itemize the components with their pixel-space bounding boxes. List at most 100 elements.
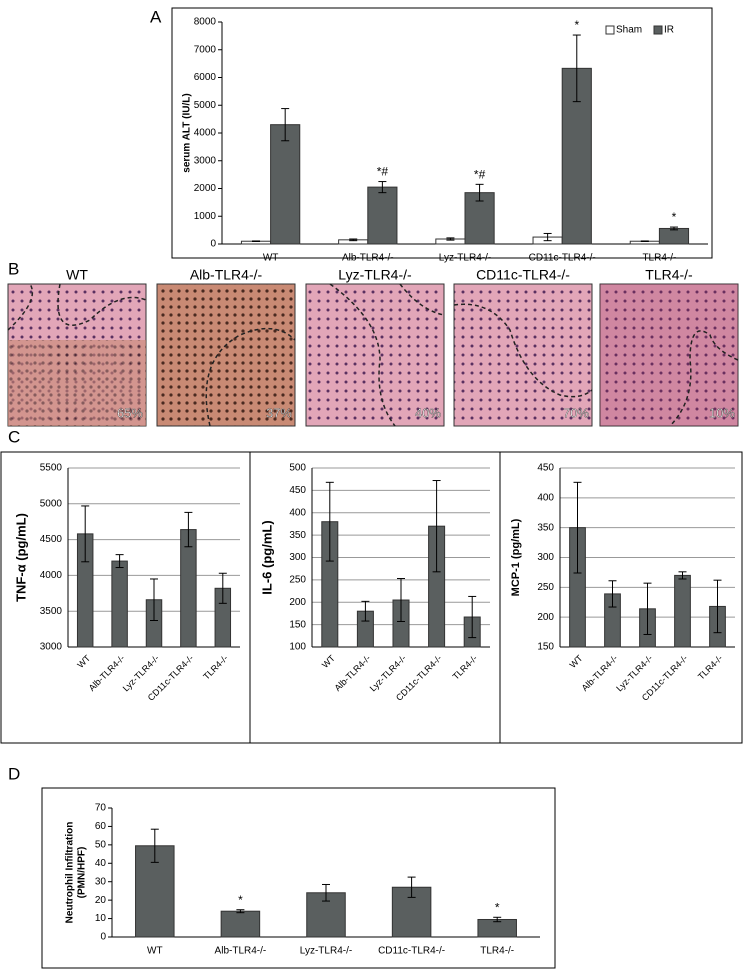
y-tick-label: 40	[95, 858, 107, 869]
y-axis-label: serum ALT (IU/L)	[182, 93, 193, 172]
y-tick-label: 50	[95, 839, 107, 850]
y-tick-label: 3500	[40, 606, 63, 617]
x-tick-label: TLR4-/-	[201, 653, 230, 682]
legend-swatch	[653, 25, 663, 35]
y-axis-label: TNF-α (pg/mL)	[13, 513, 28, 602]
error-bar	[572, 34, 581, 103]
y-tick-label: 400	[289, 507, 306, 518]
error-bar	[407, 876, 416, 898]
y-tick-label: 20	[95, 895, 107, 906]
x-tick-label: Alb-TLR4-/-	[333, 653, 373, 693]
x-tick-label: CD11c-TLR4-/-	[529, 253, 596, 264]
error-bar	[81, 505, 90, 563]
y-tick-label: 400	[537, 492, 554, 503]
error-bar	[713, 579, 722, 634]
annotation: *#	[474, 168, 486, 182]
image-label: WT	[66, 267, 88, 283]
bar	[658, 227, 690, 245]
legend-swatch	[605, 25, 615, 35]
y-tick-label: 450	[537, 463, 554, 474]
y-tick-label: 350	[537, 522, 554, 533]
x-tick-label: TLR4-/-	[480, 946, 514, 957]
micrograph	[305, 283, 445, 427]
y-tick-label: 450	[289, 485, 306, 496]
error-bar	[150, 578, 158, 622]
x-tick-label: Alb-TLR4-/-	[215, 946, 267, 957]
y-tick-label: 6000	[194, 72, 217, 83]
image-label: Lyz-TLR4-/-	[338, 267, 412, 283]
y-tick-label: 5500	[40, 463, 63, 474]
image-percent: 65%	[117, 405, 143, 420]
legend-label: Sham	[616, 25, 642, 36]
y-tick-label: 5000	[194, 100, 217, 111]
y-tick-label: 150	[289, 619, 306, 630]
y-tick-label: 0	[210, 239, 216, 250]
y-tick-label: 70	[95, 803, 107, 814]
error-bar	[475, 183, 484, 202]
micrograph	[453, 283, 593, 427]
y-tick-label: 1000	[194, 211, 217, 222]
image-label: CD11c-TLR4-/-	[476, 267, 570, 283]
error-bar	[608, 580, 617, 608]
panel-frame	[171, 7, 713, 259]
error-bar	[397, 578, 405, 622]
x-tick-label: WT	[147, 946, 163, 957]
error-bar	[678, 571, 687, 580]
image-label: Alb-TLR4-/-	[190, 267, 263, 283]
x-tick-label: Lyz-TLR4-/-	[300, 946, 352, 957]
y-tick-label: 200	[289, 597, 306, 608]
y-tick-label: 0	[100, 932, 106, 943]
image-percent: 10%	[709, 405, 735, 420]
y-tick-label: 250	[289, 575, 306, 586]
annotation: *	[238, 893, 243, 907]
panel-frame	[41, 787, 556, 969]
y-tick-label: 10	[95, 913, 107, 924]
x-tick-label: CD11c-TLR4-/-	[378, 946, 445, 957]
y-tick-label: 300	[537, 552, 554, 563]
error-bar	[236, 909, 245, 914]
y-axis-label: IL-6 (pg/mL)	[259, 520, 274, 594]
error-bar	[432, 480, 441, 573]
error-bar	[325, 481, 334, 562]
y-tick-label: 300	[289, 552, 306, 563]
x-tick-label: WT	[75, 653, 92, 670]
legend-label: IR	[664, 25, 674, 36]
y-tick-label: 500	[289, 463, 306, 474]
error-bar	[252, 240, 261, 243]
bar	[270, 124, 301, 245]
panel-label: A	[150, 7, 162, 26]
y-tick-label: 8000	[194, 17, 217, 28]
bar	[391, 886, 432, 938]
bar	[367, 186, 398, 245]
annotation: *#	[377, 165, 389, 179]
annotation: *	[672, 210, 677, 224]
error-bar	[349, 238, 358, 242]
y-tick-label: 3000	[194, 155, 217, 166]
histology-images	[7, 283, 739, 427]
panel-label: C	[8, 427, 20, 446]
y-tick-label: 4500	[40, 534, 63, 545]
y-tick-label: 60	[95, 821, 107, 832]
y-tick-label: 250	[537, 582, 554, 593]
error-bar	[446, 237, 455, 241]
image-percent: 70%	[563, 405, 589, 420]
error-bar	[468, 595, 477, 639]
y-tick-label: 100	[289, 642, 306, 653]
error-bar	[322, 883, 330, 902]
bar	[220, 910, 261, 938]
y-tick-label: 2000	[194, 183, 217, 194]
error-bar	[543, 232, 552, 242]
x-tick-label: TLR4-/-	[696, 653, 725, 682]
image-percent: 37%	[266, 405, 292, 420]
x-tick-label: WT	[320, 653, 337, 670]
error-bar	[281, 108, 290, 142]
y-axis-label: MCP-1 (pg/mL)	[510, 518, 522, 596]
bar	[111, 560, 128, 648]
y-tick-label: 150	[537, 642, 554, 653]
annotation: *	[574, 18, 579, 32]
x-tick-label: WT	[568, 653, 585, 670]
error-bar	[150, 828, 159, 863]
y-tick-label: 4000	[194, 128, 217, 139]
y-axis-label: Neutrophil Infiltration	[65, 822, 76, 924]
error-bar	[184, 511, 193, 548]
